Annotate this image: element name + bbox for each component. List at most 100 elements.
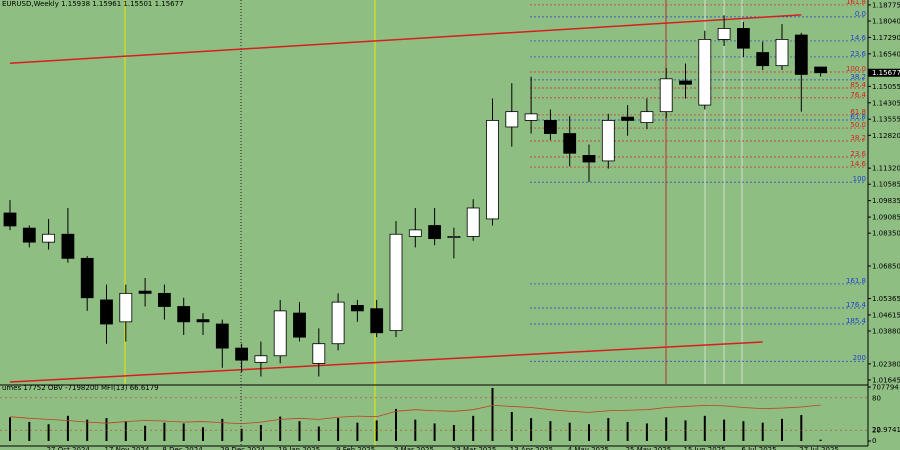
y-tick-label: 1.15055 (872, 83, 900, 91)
level-label: 50.0 (850, 121, 866, 129)
x-tick-label: 29 Dec 2024 (220, 446, 265, 450)
candle-body (563, 133, 577, 154)
chart-title: EURUSD,Weekly 1.15938 1.15961 1.15501 1.… (2, 0, 184, 8)
indicator-level-label: 22.9741 (872, 426, 900, 434)
x-tick-label: 19 Jan 2025 (278, 446, 320, 450)
trendline (9, 14, 802, 65)
candle-body (157, 292, 171, 307)
y-tick-label: 1.18040 (872, 18, 900, 26)
candle-body (273, 310, 287, 357)
y-tick-label: 1.06850 (872, 262, 900, 270)
candle-body (22, 227, 36, 243)
x-tick-label: 23 Mar 2025 (452, 446, 496, 450)
level-label: 14.6 (850, 34, 866, 42)
level-label: 161.8 (846, 277, 866, 285)
y-tick-label: 0 (872, 437, 876, 445)
level-label: 14.6 (850, 160, 866, 168)
mfi-line (9, 404, 821, 425)
y-tick-label: 1.11320 (872, 165, 900, 173)
candle-body (61, 233, 75, 259)
y-tick-label: 707794 (872, 384, 899, 392)
x-tick-label: 27 Jul 2025 (799, 446, 839, 450)
candle-body (794, 34, 808, 75)
candle-body (350, 305, 364, 312)
candle-body (486, 120, 499, 220)
candle-body (100, 299, 113, 325)
candle-body (42, 233, 55, 243)
x-tick-label: 27 Oct 2024 (47, 446, 91, 450)
candle-body (659, 78, 673, 113)
y-tick-label: 1.16540 (872, 50, 900, 58)
y-tick-label: 1.12820 (872, 132, 900, 140)
candle-body (119, 292, 133, 323)
y-tick-label: 1.02380 (872, 360, 900, 368)
level-label: 85.4 (850, 81, 866, 89)
level-label: 0.0 (855, 10, 866, 18)
level-label: 23.6 (850, 150, 866, 158)
level-label: 200 (853, 354, 866, 362)
y-tick-label: 1.01645 (872, 376, 900, 384)
level-label: 176.4 (846, 301, 867, 309)
y-tick-label: 1.04615 (872, 311, 900, 319)
y-tick-label: 20 (872, 427, 881, 435)
level-label: 100 (853, 175, 866, 183)
candle-body (814, 66, 827, 74)
x-tick-label: 4 May 2025 (568, 446, 609, 450)
candle-body (428, 225, 442, 240)
level-label: 23.6 (850, 50, 866, 58)
candle-body (775, 39, 789, 67)
y-tick-label: 1.03880 (872, 328, 900, 336)
candle-body (544, 120, 557, 134)
x-tick-label: 9 Feb 2025 (336, 446, 375, 450)
y-tick-label: 1.05365 (872, 295, 900, 303)
y-tick-label: 1.14305 (872, 99, 900, 107)
level-label: 100.0 (846, 65, 866, 73)
candle-body (80, 257, 94, 299)
level-label: 38.2 (850, 134, 866, 142)
candle-body (312, 343, 326, 364)
candle-body (389, 233, 403, 331)
level-label: 38.2 (850, 73, 866, 81)
candle-body (756, 52, 770, 67)
candle-body (582, 155, 596, 163)
candle-body (621, 116, 634, 121)
candle-body (524, 113, 538, 121)
y-tick-label: 1.08350 (872, 230, 900, 238)
y-tick-label: 80 (872, 394, 881, 402)
current-price-label: 1.15677 (872, 69, 900, 77)
level-label: 61.8 (850, 113, 866, 121)
candle-body (466, 207, 480, 237)
level-label: 161.8 (846, 0, 866, 6)
candle-body (215, 323, 229, 349)
x-tick-label: 15 Jun 2025 (684, 446, 726, 450)
candle-body (601, 120, 615, 162)
x-tick-label: 25 May 2025 (626, 446, 672, 450)
x-tick-label: 17 Nov 2024 (105, 446, 150, 450)
candle-body (737, 28, 750, 49)
candle-body (679, 80, 692, 85)
candle-body (3, 212, 17, 227)
y-tick-label: 1.09085 (872, 214, 900, 222)
y-tick-label: 1.18775 (872, 1, 900, 9)
candle-body (717, 28, 731, 40)
y-tick-label: 1.17290 (872, 34, 900, 42)
indicator-title: umes 17752 OBV -7198200 MFI(13) 66.6179 (2, 384, 159, 392)
x-tick-label: 2 Mar 2025 (394, 446, 434, 450)
trendline (9, 341, 763, 383)
current-price-box (868, 68, 900, 77)
candle-body (293, 312, 306, 338)
y-tick-label: 1.13555 (872, 116, 900, 124)
candle-body (196, 319, 210, 323)
y-tick-label: 1.10585 (872, 181, 900, 189)
candle-body (331, 301, 345, 345)
candle-body (698, 39, 712, 106)
candle-body (177, 306, 191, 323)
candle-body (505, 111, 519, 128)
level-label: 76.4 (850, 91, 866, 99)
level-label: 185.4 (846, 317, 867, 325)
level-label: 61.8 (850, 108, 866, 116)
candle-body (254, 355, 268, 363)
x-tick-label: 13 Apr 2025 (510, 446, 553, 450)
candle-body (447, 236, 461, 238)
